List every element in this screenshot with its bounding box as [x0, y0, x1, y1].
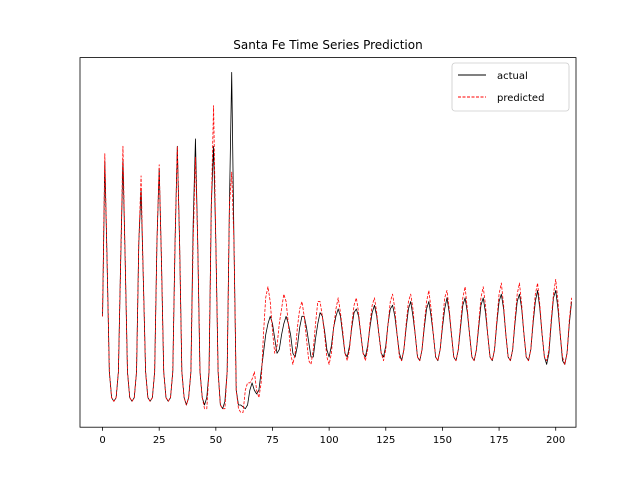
chart-title: Santa Fe Time Series Prediction	[233, 38, 422, 52]
legend: actual predicted	[451, 62, 570, 112]
legend-label-actual: actual	[497, 71, 528, 82]
x-tick-label: 50	[209, 435, 222, 446]
series-line-predicted	[102, 105, 572, 413]
x-tick-label: 175	[490, 435, 509, 446]
x-tick-label: 125	[376, 435, 395, 446]
plot-lines	[102, 71, 572, 413]
x-tick-label: 150	[433, 435, 452, 446]
x-tick-label: 0	[99, 435, 105, 446]
plot-frame	[79, 57, 577, 428]
x-tick-label: 200	[546, 435, 565, 446]
legend-label-predicted: predicted	[497, 93, 544, 104]
x-tick-label: 75	[266, 435, 279, 446]
x-axis-ticks: 0 25 50 75 100 125 150 175 200	[99, 427, 565, 446]
x-tick-label: 25	[153, 435, 166, 446]
x-tick-label: 100	[320, 435, 339, 446]
